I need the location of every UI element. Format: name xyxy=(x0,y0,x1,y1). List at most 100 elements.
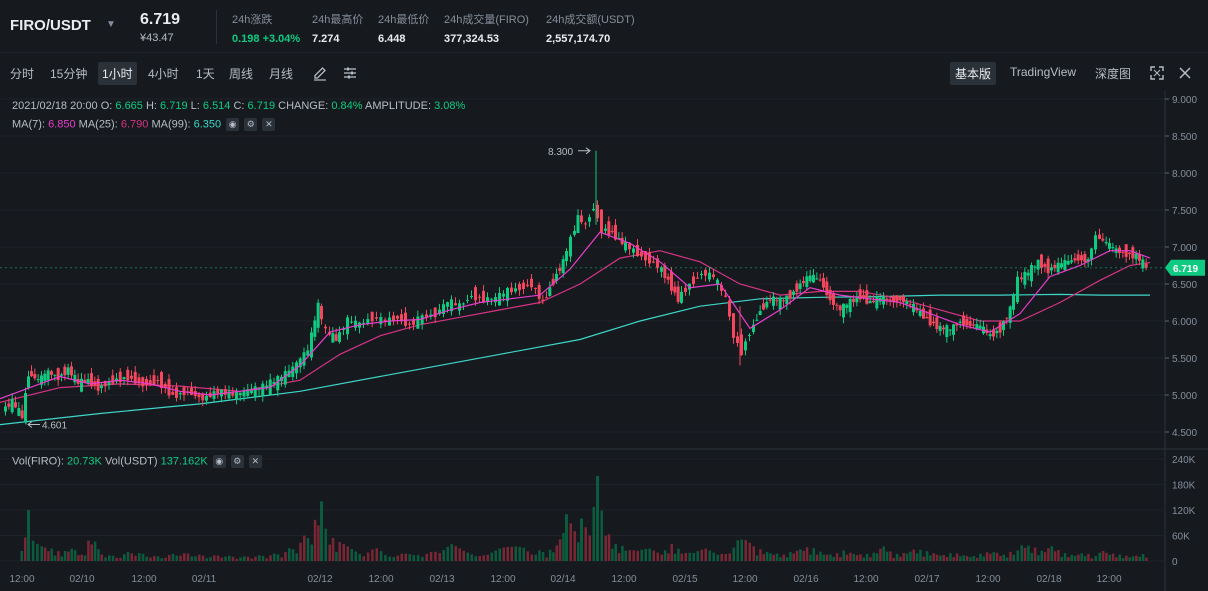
legend-low: 6.514 xyxy=(202,100,231,112)
candle-body xyxy=(83,379,87,383)
volume-bar xyxy=(295,553,298,561)
close-icon[interactable] xyxy=(1179,66,1191,82)
volume-bar xyxy=(885,551,889,561)
tab-interval-15m[interactable]: 15分钟 xyxy=(50,67,88,81)
volume-bar xyxy=(1033,547,1037,561)
volume-bar xyxy=(156,556,160,561)
close-icon[interactable]: ✕ xyxy=(248,455,262,468)
volume-bar xyxy=(530,554,533,561)
candle-body xyxy=(7,403,11,407)
tab-view-depth[interactable]: 深度图 xyxy=(1095,67,1132,81)
volume-bar xyxy=(31,540,35,561)
volume-bar xyxy=(209,557,212,561)
tab-interval-timeline[interactable]: 分时 xyxy=(10,67,35,81)
volume-bar xyxy=(538,550,541,561)
tab-interval-1d[interactable]: 1天 xyxy=(196,67,215,81)
candle-body xyxy=(782,300,785,302)
volume-bar xyxy=(462,550,465,561)
candle-body xyxy=(118,371,122,383)
candle-body xyxy=(588,217,591,222)
candle-body xyxy=(167,379,171,396)
time-tick-label: 02/16 xyxy=(793,574,818,585)
candle-body xyxy=(498,293,501,306)
volume-bar xyxy=(945,556,949,561)
candle-body xyxy=(1144,263,1148,268)
volume-bar xyxy=(216,555,220,561)
tab-view-basic[interactable]: 基本版 xyxy=(950,62,997,85)
volume-bar-spike xyxy=(320,501,323,561)
eye-icon[interactable]: ◉ xyxy=(226,118,240,131)
candle-body xyxy=(762,303,765,310)
volume-bar xyxy=(228,555,231,561)
settings-icon[interactable]: ⚙ xyxy=(244,118,258,131)
volume-bar xyxy=(24,537,27,561)
candle-body xyxy=(506,287,509,301)
candle-body xyxy=(828,289,832,301)
volume-bar xyxy=(434,551,437,561)
candle-body xyxy=(310,332,313,358)
volume-bar xyxy=(494,550,497,561)
volume-bar xyxy=(812,548,815,561)
volume-bar xyxy=(592,507,595,561)
tab-interval-week[interactable]: 周线 xyxy=(229,67,254,81)
candle-body xyxy=(223,389,227,395)
tab-interval-month[interactable]: 月线 xyxy=(269,67,294,81)
candle-body xyxy=(798,283,802,289)
volume-bar xyxy=(111,555,115,561)
volume-bar xyxy=(1101,550,1105,561)
volume-bar xyxy=(1067,557,1070,561)
candle-body xyxy=(1080,255,1083,261)
eye-icon[interactable]: ◉ xyxy=(212,455,226,468)
legend-change-label: CHANGE: xyxy=(278,100,329,112)
ma99-path xyxy=(0,293,1150,426)
volume-bar xyxy=(632,550,635,561)
candle-body xyxy=(331,333,335,343)
symbol-title[interactable]: FIRO/USDT xyxy=(10,17,91,34)
fullscreen-icon[interactable] xyxy=(1150,66,1164,83)
volume-bar xyxy=(502,547,505,561)
draw-pen-icon[interactable] xyxy=(312,65,328,84)
candle-body xyxy=(988,334,992,337)
chevron-down-icon[interactable]: ▼ xyxy=(106,19,116,30)
volume-bar xyxy=(1053,551,1057,561)
candle-body xyxy=(530,278,533,288)
close-icon[interactable]: ✕ xyxy=(262,118,276,131)
volume-bar xyxy=(518,546,521,561)
legend-ma25-label: MA(25): xyxy=(78,118,118,131)
volume-bar xyxy=(1138,556,1141,561)
stat-label: 24h涨跌 xyxy=(232,14,273,26)
volume-bar xyxy=(1050,546,1053,561)
tab-view-tradingview[interactable]: TradingView xyxy=(1010,65,1077,79)
volume-axis: 240K 180K 120K 60K 0 xyxy=(1172,455,1196,568)
volume-bar xyxy=(1141,554,1145,561)
volume-bar xyxy=(799,549,802,561)
candle-body xyxy=(772,296,775,306)
indicator-settings-icon[interactable] xyxy=(342,65,358,84)
volume-bar xyxy=(220,557,223,561)
volume-bar xyxy=(879,548,882,561)
candle-body xyxy=(66,367,70,375)
settings-icon[interactable]: ⚙ xyxy=(230,455,244,468)
candle-body xyxy=(712,274,715,278)
volume-bar xyxy=(919,549,922,561)
candle-body xyxy=(197,394,201,398)
candle-body xyxy=(666,276,670,280)
candle-body xyxy=(948,329,952,331)
tab-interval-4h[interactable]: 4小时 xyxy=(148,67,179,81)
candle-body xyxy=(324,326,327,329)
candle-body xyxy=(416,316,420,329)
tab-interval-1h[interactable]: 1小时 xyxy=(98,62,137,85)
candle-body xyxy=(972,324,975,326)
candle-body xyxy=(1005,317,1009,319)
volume-bar xyxy=(648,548,651,561)
volume-bar xyxy=(700,549,703,561)
candle-body xyxy=(242,390,246,397)
candle-body xyxy=(43,373,47,381)
stat-low: 24h最低价 6.448 xyxy=(378,11,429,45)
price-chart[interactable]: 9.000 8.500 8.000 7.500 7.000 6.500 6.000 5.500… xyxy=(0,91,1208,591)
candle-body xyxy=(708,272,711,280)
volume-bar xyxy=(644,548,647,561)
candle-body xyxy=(346,317,349,335)
volume-bar xyxy=(1020,545,1023,561)
candle-body xyxy=(835,304,839,306)
